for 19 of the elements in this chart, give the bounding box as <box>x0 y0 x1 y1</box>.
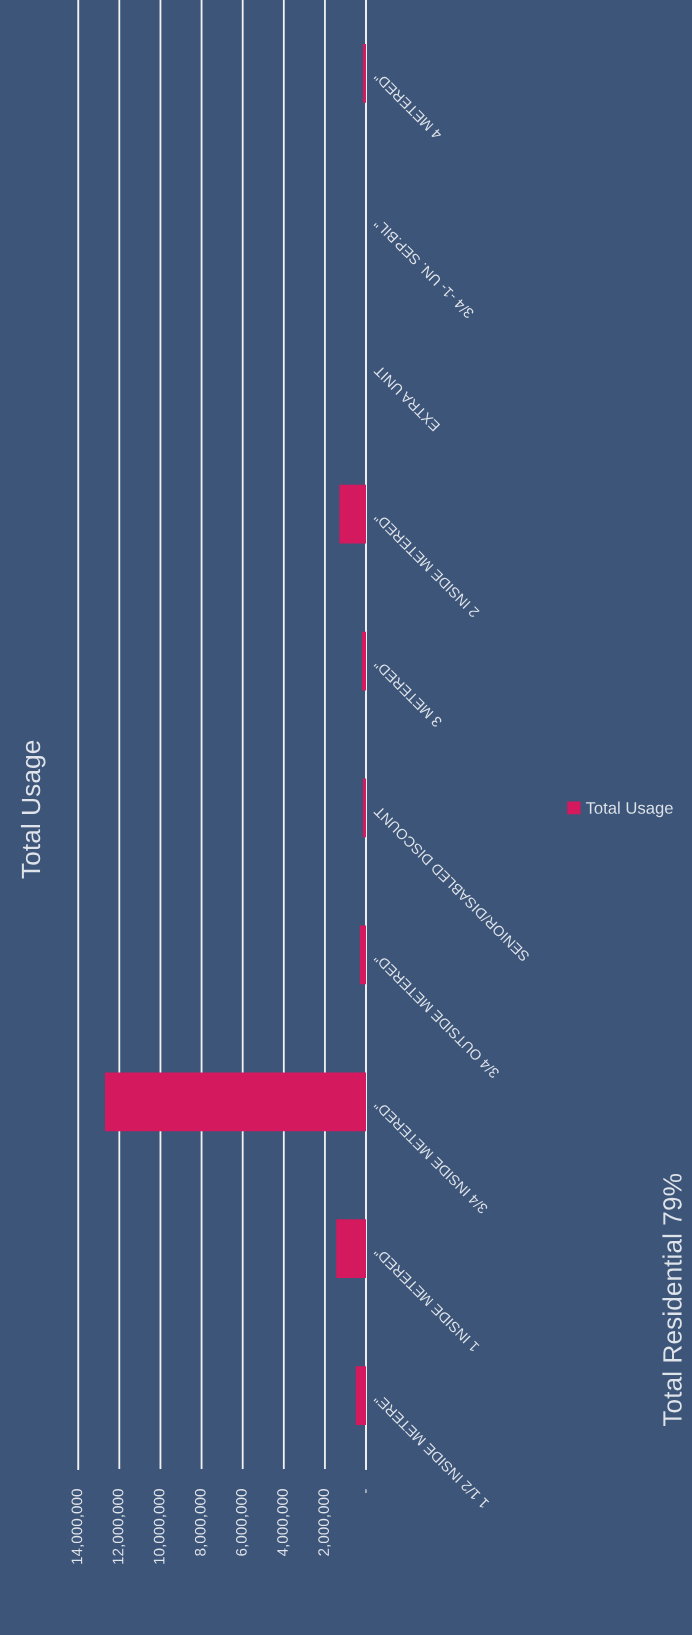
x-tick-label: 12,000,000 <box>112 1489 126 1564</box>
x-tick-label: 8,000,000 <box>194 1489 208 1556</box>
legend-label: Total Usage <box>585 801 673 818</box>
x-tick-label: 14,000,000 <box>71 1489 85 1564</box>
x-tick-label: 2,000,000 <box>318 1489 331 1556</box>
bar <box>355 1366 367 1425</box>
bar <box>339 484 367 544</box>
bar <box>359 925 367 985</box>
bar <box>362 44 367 103</box>
bar <box>104 1072 367 1132</box>
bar <box>361 631 367 691</box>
x-tick-label: 10,000,000 <box>153 1489 167 1564</box>
x-tick-label: - <box>365 1489 367 1493</box>
text: Total Usage <box>20 740 46 879</box>
bar <box>362 778 367 838</box>
text: Total Residential 79% <box>662 1173 682 1427</box>
x-tick-label: 4,000,000 <box>277 1489 290 1557</box>
x-tick-label: 6,000,000 <box>235 1489 249 1556</box>
bar <box>336 1219 367 1279</box>
